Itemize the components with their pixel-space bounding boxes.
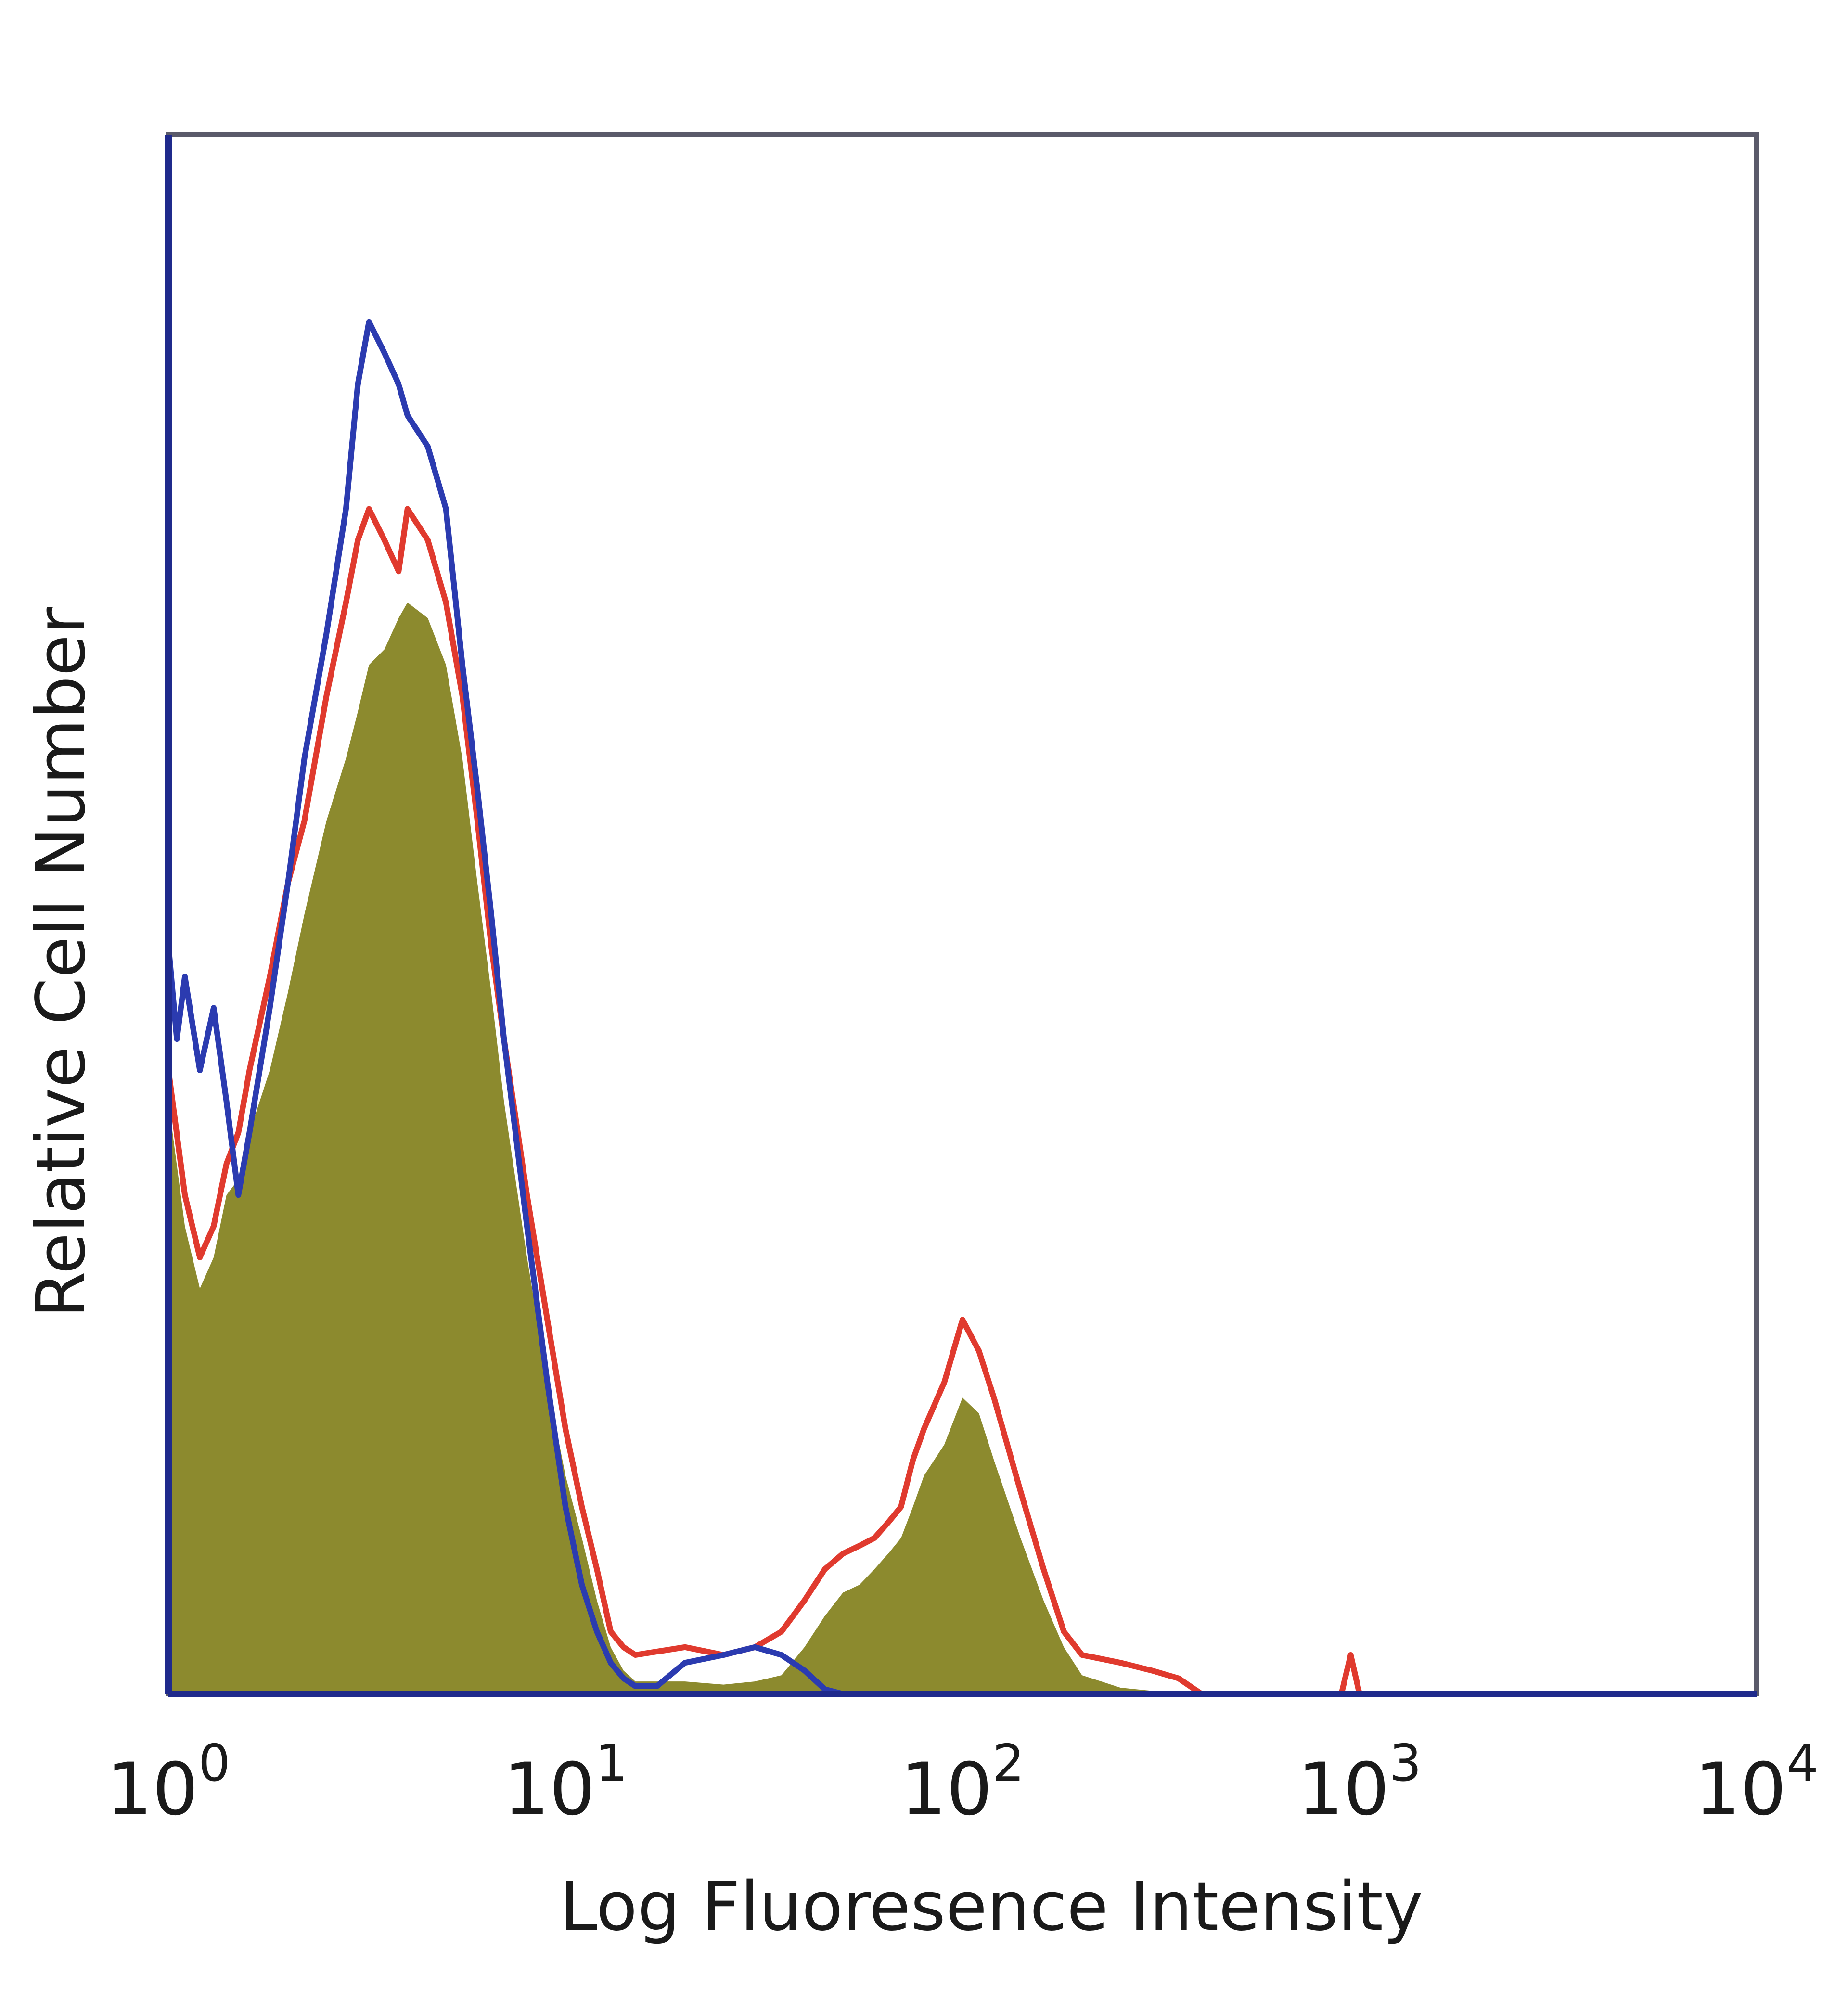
series-1-outline [168,506,1757,1694]
series-0-filled [168,603,1757,1694]
x-tick-labels: 100 101 102 103 104 [106,1734,1819,1832]
y-axis-title: Relative Cell Number [22,607,101,1318]
x-tick-label-2: 102 [900,1734,1025,1832]
x-tick-label-3: 103 [1297,1734,1422,1832]
series-layer [168,319,1757,1694]
x-tick-label-1: 101 [503,1734,628,1832]
x-tick-label-4: 104 [1694,1734,1819,1832]
x-tick-label-0: 100 [106,1734,231,1832]
series-2-outline [168,319,1757,1694]
x-axis-title: Log Fluoresence Intensity [560,1868,1423,1946]
